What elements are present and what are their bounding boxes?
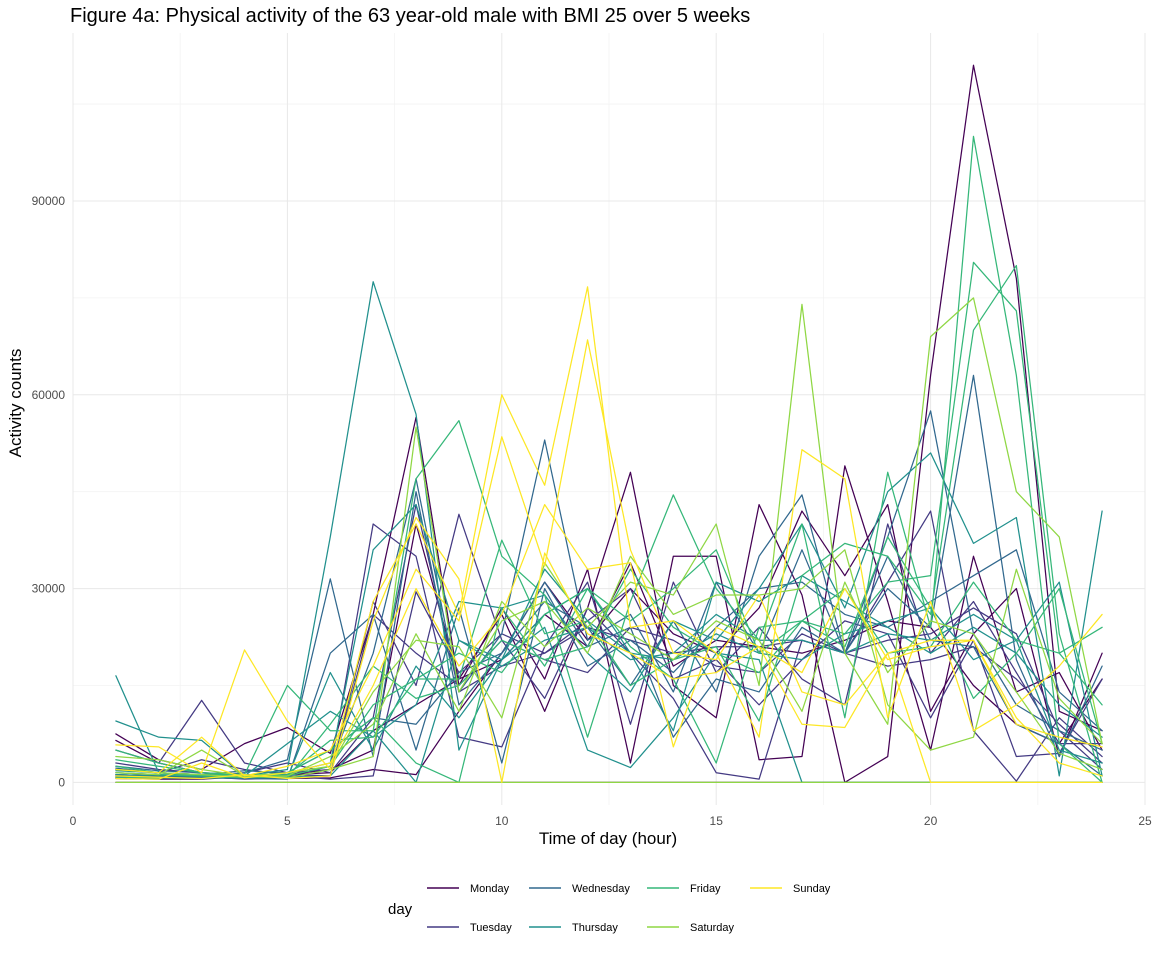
series-line-friday — [115, 135, 1103, 784]
series-line-sunday — [115, 516, 1103, 784]
grid-lines — [72, 33, 1146, 805]
x-tick-label: 20 — [924, 814, 938, 828]
y-axis-title: Activity counts — [6, 349, 25, 458]
series-line-monday — [115, 416, 1103, 771]
legend-label: Wednesday — [572, 883, 630, 895]
legend-label: Saturday — [690, 922, 735, 934]
x-axis-title: Time of day (hour) — [539, 829, 677, 848]
y-tick-label: 90000 — [32, 194, 66, 208]
legend-items: Monday Tuesday Wednesday Thursday Friday Satu… — [427, 883, 831, 934]
legend-title: day — [388, 901, 413, 918]
x-tick-label: 25 — [1138, 814, 1152, 828]
x-tick-label: 15 — [710, 814, 724, 828]
series-line-sunday — [115, 286, 1103, 774]
chart-title: Figure 4a: Physical activity of the 63 y… — [70, 5, 750, 27]
legend-label: Thursday — [572, 922, 618, 934]
y-axis-ticks: 0 30000 60000 90000 — [32, 194, 66, 789]
x-tick-label: 5 — [284, 814, 291, 828]
legend: day Monday Tuesday Wednesday Thursday Friday… — [388, 883, 831, 934]
y-tick-label: 30000 — [32, 582, 66, 596]
legend-label: Sunday — [793, 883, 831, 895]
series-line-sunday — [115, 503, 1103, 780]
series-lines — [115, 64, 1103, 784]
legend-label: Friday — [690, 883, 721, 895]
x-tick-label: 10 — [495, 814, 509, 828]
series-line-sunday — [115, 339, 1103, 784]
y-tick-label: 60000 — [32, 388, 66, 402]
legend-label: Tuesday — [470, 922, 512, 934]
x-axis-ticks: 0 5 10 15 20 25 — [70, 814, 1152, 828]
x-tick-label: 0 — [70, 814, 77, 828]
series-line-thursday — [115, 452, 1103, 777]
y-tick-label: 0 — [58, 775, 65, 789]
legend-label: Monday — [470, 883, 510, 895]
series-line-wednesday — [115, 374, 1103, 777]
